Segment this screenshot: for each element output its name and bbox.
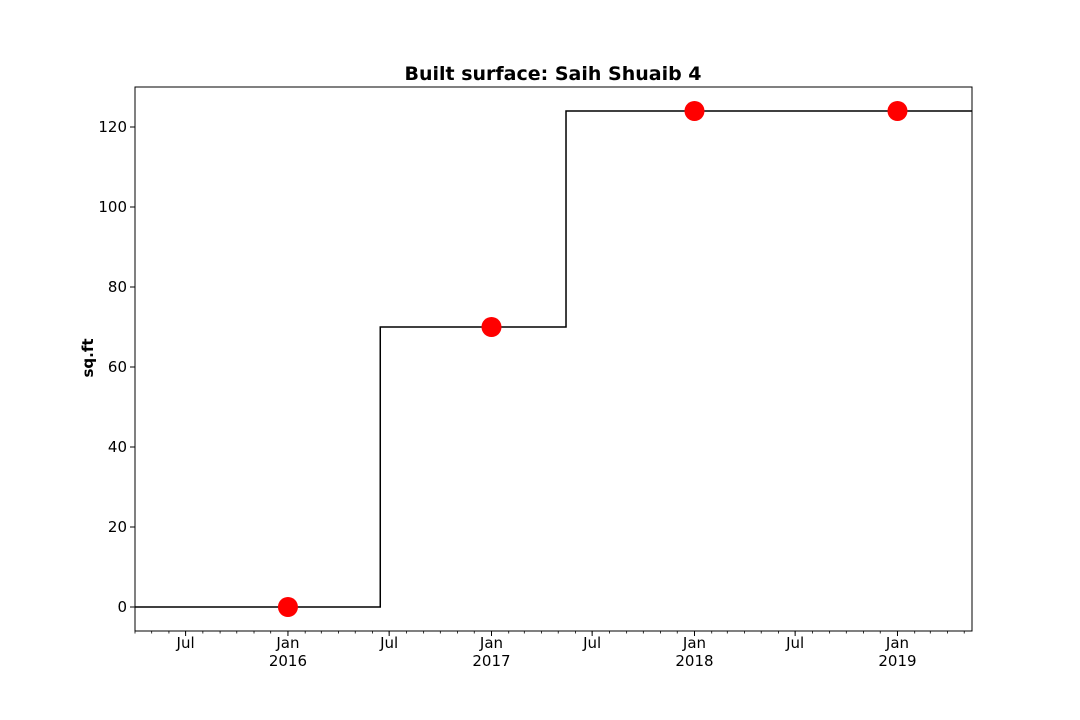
y-tick-label: 60 — [108, 358, 127, 376]
x-tick-label: Jan — [275, 634, 299, 652]
y-tick-label: 20 — [108, 518, 127, 536]
y-tick-label: 100 — [98, 198, 127, 216]
x-tick-label: Jan — [885, 634, 909, 652]
axes-frame — [134, 86, 973, 632]
data-point — [684, 101, 705, 121]
x-tick-label: Jan — [479, 634, 503, 652]
x-tick-sublabel: 2017 — [472, 652, 510, 670]
data-point — [277, 597, 298, 617]
x-tick-label: Jul — [379, 634, 398, 652]
y-tick-label: 40 — [108, 438, 127, 456]
y-axis-label: sq.ft — [79, 338, 97, 377]
data-point — [887, 101, 908, 121]
x-tick-label: Jul — [176, 634, 195, 652]
x-tick-sublabel: 2016 — [269, 652, 307, 670]
y-tick-label: 120 — [98, 118, 127, 136]
x-tick-label: Jul — [582, 634, 601, 652]
step-line — [135, 110, 972, 608]
y-tick-label: 0 — [117, 598, 127, 616]
y-tick-label: 80 — [108, 278, 127, 296]
chart-title: Built surface: Saih Shuaib 4 — [404, 63, 701, 85]
x-tick-label: Jan — [682, 634, 706, 652]
x-tick-sublabel: 2019 — [878, 652, 916, 670]
x-tick-sublabel: 2018 — [675, 652, 713, 670]
x-tick-label: Jul — [785, 634, 804, 652]
data-point — [481, 317, 502, 337]
